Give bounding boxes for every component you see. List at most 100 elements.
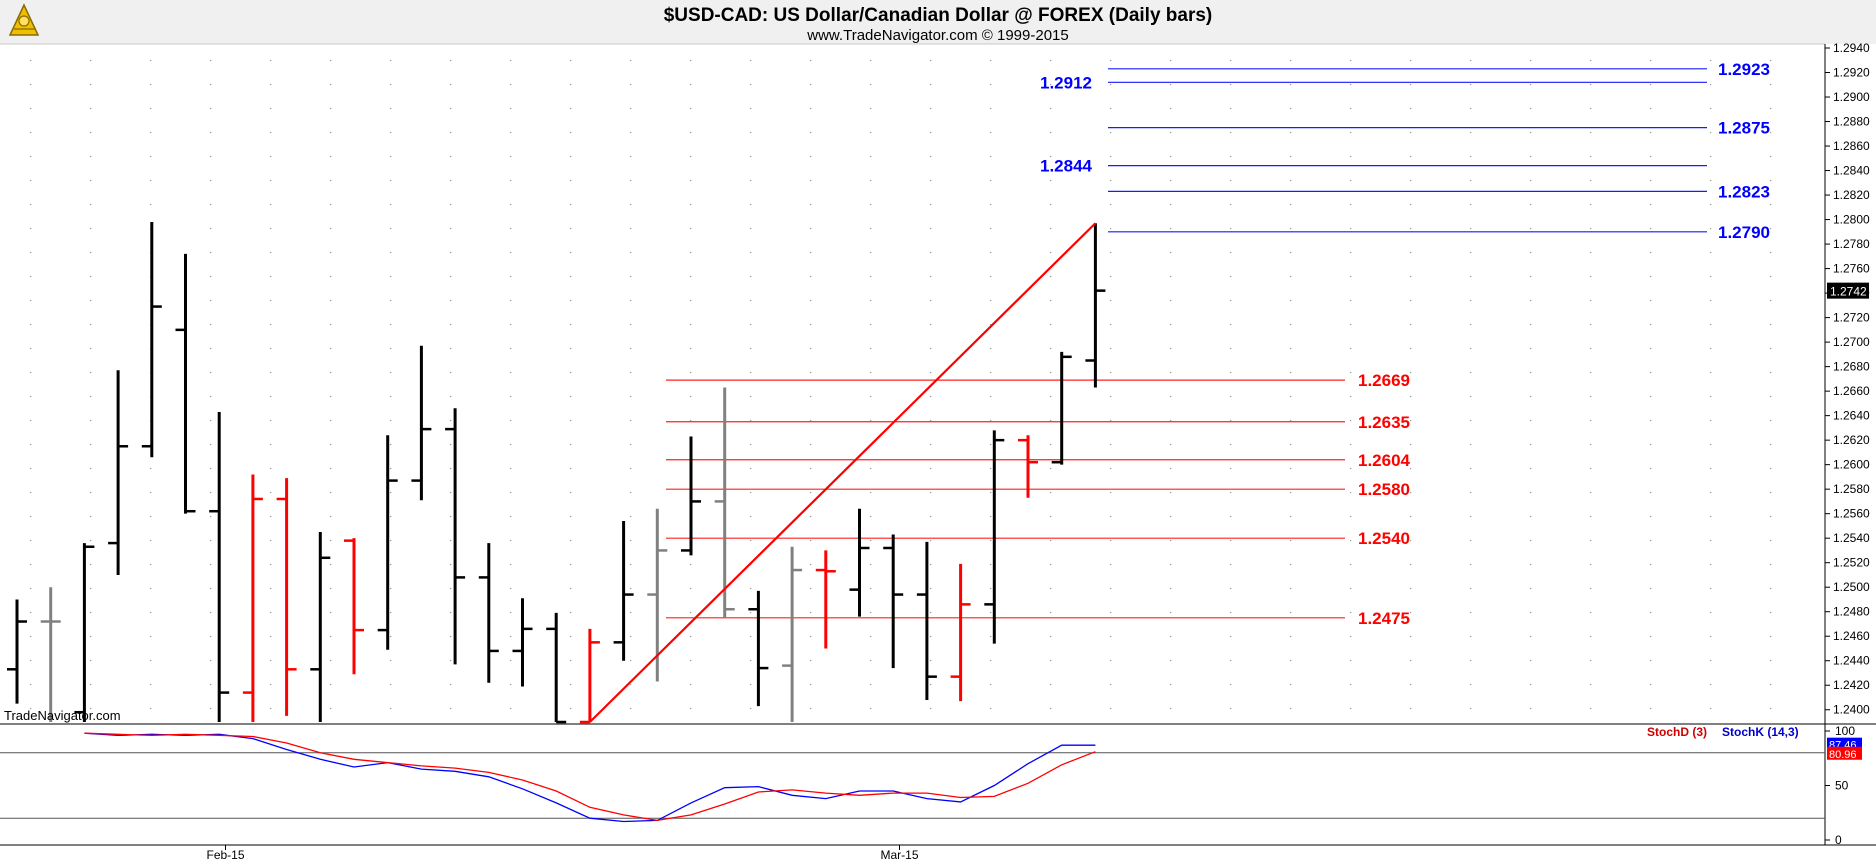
ohlc-bar xyxy=(815,550,836,649)
ohlc-bar xyxy=(175,253,196,514)
y-tick-label: 1.2820 xyxy=(1833,188,1870,202)
ohlc-bar xyxy=(782,546,803,722)
level-layer: 1.2669 1.2635 1.2604 1.2580 1.2540 1.2475 1.29… xyxy=(666,60,1770,628)
last-price-box xyxy=(1827,282,1869,299)
y-tick-label: 1.2920 xyxy=(1833,66,1870,80)
resistance-level-label: 1.2923 xyxy=(1718,60,1770,79)
y-tick-label: 1.2480 xyxy=(1833,605,1870,619)
ohlc-bar xyxy=(984,430,1005,644)
stoch-tick-label: 100 xyxy=(1835,724,1855,738)
y-tick-label: 1.2900 xyxy=(1833,90,1870,104)
chart-title: $USD-CAD: US Dollar/Canadian Dollar @ FO… xyxy=(664,5,1213,26)
ohlc-bar xyxy=(141,222,162,458)
trend-layer xyxy=(589,222,1097,723)
sextant-logo-icon xyxy=(8,3,40,36)
y-tick-label: 1.2540 xyxy=(1833,531,1870,545)
y-tick-label: 1.2840 xyxy=(1833,164,1870,178)
y-tick-label: 1.2640 xyxy=(1833,409,1870,423)
price-axis: 1.2940 1.2920 1.2900 1.2880 1.2860 1.2840 1.28… xyxy=(1825,41,1870,717)
ohlc-bar xyxy=(1051,351,1072,465)
y-tick-label: 1.2420 xyxy=(1833,678,1870,692)
y-tick-label: 1.2560 xyxy=(1833,507,1870,521)
ohlc-bar xyxy=(1018,435,1038,498)
stoch-tick-label: 0 xyxy=(1835,833,1842,847)
ohlc-bar xyxy=(377,435,398,650)
chart-subtitle: www.TradeNavigator.com © 1999-2015 xyxy=(806,27,1068,44)
y-tick-label: 1.2620 xyxy=(1833,433,1870,447)
ohlc-bar xyxy=(445,408,466,665)
trend-line xyxy=(589,222,1097,723)
ohlc-bar xyxy=(344,538,364,675)
stoch-tick-label: 50 xyxy=(1835,779,1849,793)
last-price-label: 1.2742 xyxy=(1830,285,1867,299)
ohlc-bar xyxy=(883,534,904,669)
y-tick-label: 1.2880 xyxy=(1833,115,1870,129)
ohlc-bar xyxy=(7,599,27,704)
y-tick-label: 1.2940 xyxy=(1833,41,1870,55)
y-tick-label: 1.2680 xyxy=(1833,360,1870,374)
resistance-level-label: 1.2823 xyxy=(1718,182,1770,201)
y-tick-label: 1.2500 xyxy=(1833,580,1870,594)
legend-stochk: StochK (14,3) xyxy=(1722,725,1799,739)
stochd-value-box xyxy=(1827,746,1862,760)
ohlc-bar xyxy=(579,628,600,724)
ohlc-bar xyxy=(916,541,937,700)
resistance-level-label: 1.2844 xyxy=(1040,157,1093,176)
y-tick-label: 1.2700 xyxy=(1833,335,1870,349)
support-level-label: 1.2475 xyxy=(1358,609,1410,628)
header-bar xyxy=(0,0,1876,44)
support-level-label: 1.2669 xyxy=(1358,371,1410,390)
legend-stochd: StochD (3) xyxy=(1647,725,1707,739)
y-tick-label: 1.2760 xyxy=(1833,262,1870,276)
ohlc-bar xyxy=(74,543,95,722)
grid-layer xyxy=(30,60,1772,710)
ohlc-bar xyxy=(647,508,668,682)
y-tick-label: 1.2580 xyxy=(1833,482,1870,496)
ohlc-bar xyxy=(950,563,971,702)
support-level-label: 1.2635 xyxy=(1358,413,1410,432)
ohlc-bar xyxy=(748,590,769,707)
resistance-level-label: 1.2912 xyxy=(1040,73,1092,92)
ohlc-bar xyxy=(681,436,701,556)
stoch-series-line xyxy=(84,732,1096,822)
resistance-level-label: 1.2875 xyxy=(1718,119,1770,138)
y-tick-label: 1.2400 xyxy=(1833,703,1870,717)
ohlc-bar xyxy=(546,612,567,724)
ohlc-bar xyxy=(310,532,331,722)
date-axis: Feb-15 Mar-15 xyxy=(206,845,919,862)
ohlc-bar xyxy=(714,387,735,618)
y-tick-label: 1.2860 xyxy=(1833,139,1870,153)
ohlc-bar xyxy=(411,345,432,501)
y-tick-label: 1.2720 xyxy=(1833,311,1870,325)
ohlc-bar xyxy=(276,478,297,716)
y-tick-label: 1.2520 xyxy=(1833,556,1870,570)
stoch-series-line xyxy=(84,732,1096,823)
x-tick-label: Feb-15 xyxy=(206,848,244,862)
ohlc-bar xyxy=(849,508,870,617)
y-tick-label: 1.2600 xyxy=(1833,458,1870,472)
support-level-label: 1.2580 xyxy=(1358,480,1410,499)
watermark: TradeNavigator.com xyxy=(4,708,121,723)
y-tick-label: 1.2780 xyxy=(1833,237,1870,251)
resistance-level-label: 1.2790 xyxy=(1718,223,1770,242)
support-level-label: 1.2540 xyxy=(1358,529,1410,548)
ohlc-bar xyxy=(242,474,263,722)
ohlc-bar xyxy=(478,543,499,683)
y-tick-label: 1.2800 xyxy=(1833,213,1870,227)
y-tick-label: 1.2460 xyxy=(1833,629,1870,643)
bar-layer xyxy=(7,222,1106,724)
ohlc-bar xyxy=(209,411,230,722)
support-level-label: 1.2604 xyxy=(1358,451,1411,470)
ohlc-bar xyxy=(1085,223,1106,388)
ohlc-bar xyxy=(512,598,533,687)
stochd-value-label: 80.96 xyxy=(1829,749,1857,761)
ohlc-bar xyxy=(613,521,634,661)
ohlc-bar xyxy=(108,370,129,575)
y-tick-label: 1.2440 xyxy=(1833,654,1870,668)
x-tick-label: Mar-15 xyxy=(880,848,918,862)
y-tick-label: 1.2660 xyxy=(1833,384,1870,398)
ohlc-bar xyxy=(40,587,61,722)
